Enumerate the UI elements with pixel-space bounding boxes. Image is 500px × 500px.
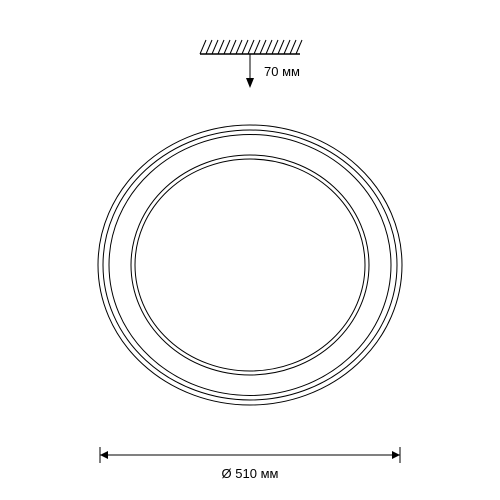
diagram-stage: 70 мм Ø 510 мм	[0, 0, 500, 500]
depth-dimension-label: 70 мм	[264, 64, 300, 79]
diagram-svg	[0, 0, 500, 500]
ceiling-hatch	[200, 40, 302, 54]
diameter-dimension-label: Ø 510 мм	[222, 466, 279, 481]
diameter-dimension	[100, 447, 400, 463]
depth-arrow	[246, 54, 254, 88]
lamp-ring	[98, 125, 402, 405]
